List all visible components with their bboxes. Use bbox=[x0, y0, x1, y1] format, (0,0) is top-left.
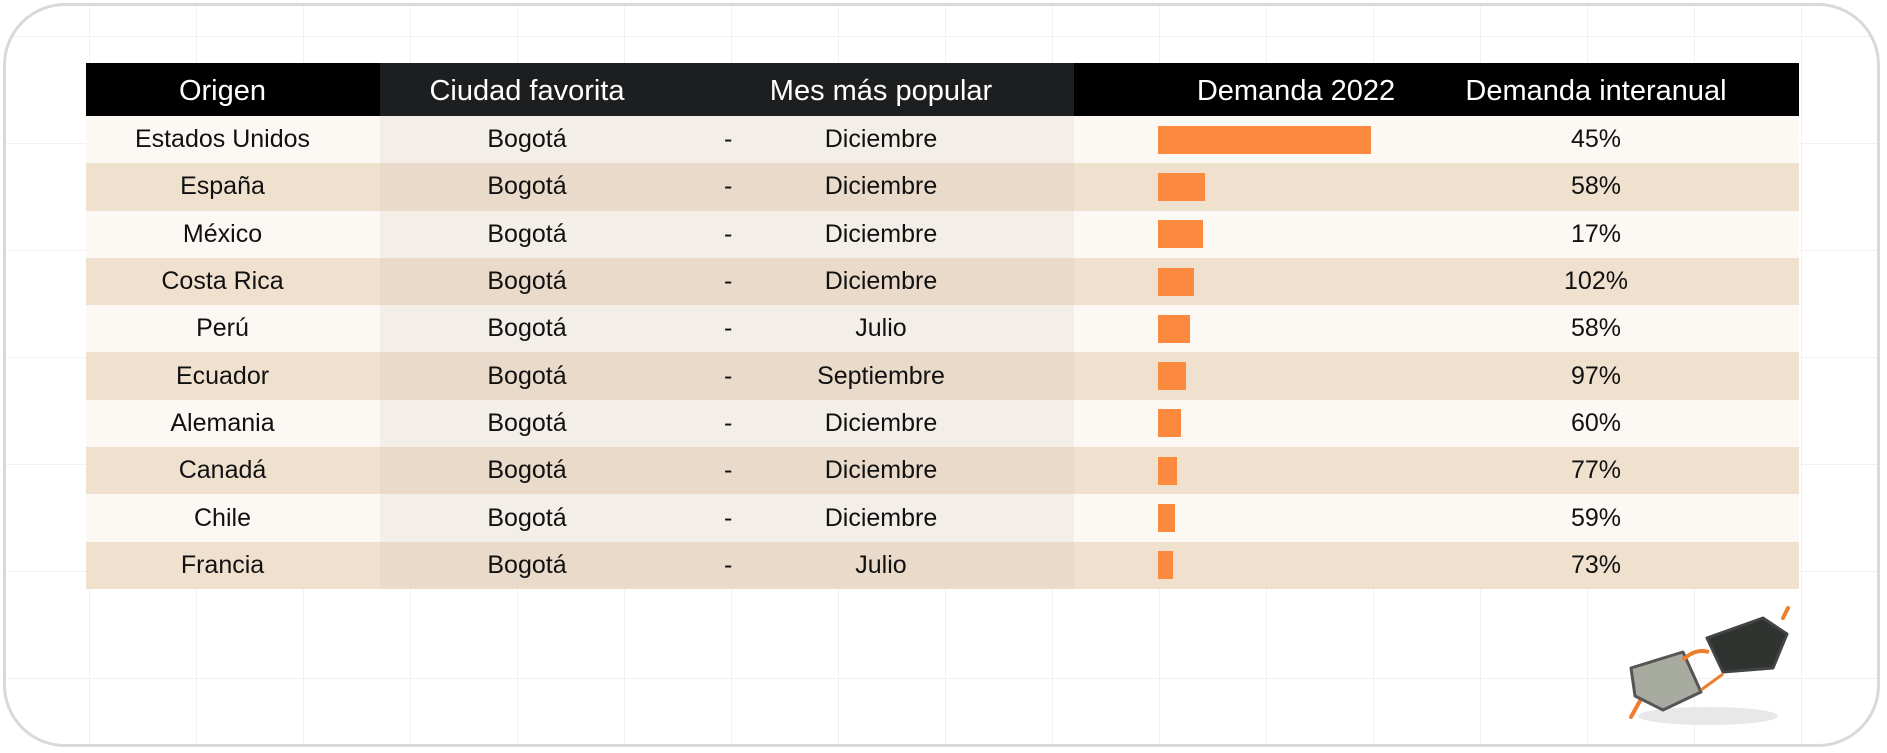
column-shade bbox=[380, 352, 1074, 400]
cell-origen: Estados Unidos bbox=[134, 125, 311, 154]
demand-bar bbox=[1158, 551, 1173, 580]
column-shade bbox=[380, 116, 1074, 164]
column-shade bbox=[380, 163, 1074, 211]
header-origen: Origen bbox=[178, 75, 267, 107]
cell-origen: Canadá bbox=[178, 456, 267, 485]
header-demanda-2022: Demanda 2022 bbox=[1196, 75, 1396, 107]
table-row: México Bogotá - Diciembre 17% bbox=[86, 210, 1799, 258]
cell-demanda-interanual: 60% bbox=[1570, 408, 1622, 437]
cell-separador: - bbox=[724, 361, 733, 390]
table-card: Origen Ciudad favorita Mes más popular D… bbox=[3, 3, 1880, 747]
cell-demanda-interanual: 45% bbox=[1570, 125, 1622, 154]
cell-demanda-interanual: 102% bbox=[1564, 267, 1628, 296]
header-shade bbox=[380, 63, 1074, 116]
table-row: España Bogotá - Diciembre 58% bbox=[86, 163, 1799, 211]
header-demanda-interanual: Demanda interanual bbox=[1465, 75, 1727, 107]
table-row: Chile Bogotá - Diciembre 59% bbox=[86, 494, 1799, 542]
table-row: Ecuador Bogotá - Septiembre 97% bbox=[86, 352, 1799, 400]
cell-demanda-interanual: 58% bbox=[1570, 172, 1622, 201]
demand-bar bbox=[1158, 362, 1186, 391]
cell-origen: Chile bbox=[194, 503, 251, 532]
cell-demanda-interanual: 73% bbox=[1570, 550, 1622, 579]
demand-bar bbox=[1158, 314, 1190, 343]
cell-mes: Diciembre bbox=[824, 219, 938, 248]
column-shade bbox=[380, 305, 1074, 353]
cell-ciudad: Bogotá bbox=[487, 408, 567, 437]
cell-origen: Ecuador bbox=[175, 361, 270, 390]
cell-separador: - bbox=[724, 314, 733, 343]
column-shade bbox=[380, 257, 1074, 306]
cell-mes: Julio bbox=[855, 314, 907, 343]
cell-ciudad: Bogotá bbox=[487, 267, 567, 296]
table-row: Costa Rica Bogotá - Diciembre 102% bbox=[86, 257, 1799, 306]
cell-origen: Francia bbox=[180, 550, 265, 579]
table-body: Estados Unidos Bogotá - Diciembre 45% España B… bbox=[86, 116, 1799, 589]
demand-bar bbox=[1158, 409, 1181, 438]
column-shade bbox=[380, 494, 1074, 542]
cell-origen: España bbox=[180, 172, 265, 201]
table-row: Perú Bogotá - Julio 58% bbox=[86, 305, 1799, 353]
column-shade bbox=[380, 541, 1074, 589]
cell-mes: Diciembre bbox=[824, 408, 938, 437]
cell-mes: Diciembre bbox=[824, 503, 938, 532]
header-mes-mas-popular: Mes más popular bbox=[769, 75, 993, 107]
cell-ciudad: Bogotá bbox=[487, 172, 567, 201]
cell-separador: - bbox=[724, 456, 733, 485]
demand-bar bbox=[1158, 125, 1371, 154]
demand-table: Origen Ciudad favorita Mes más popular D… bbox=[86, 63, 1799, 589]
header-ciudad-favorita: Ciudad favorita bbox=[429, 75, 625, 107]
demand-bar bbox=[1158, 504, 1175, 533]
table-row: Francia Bogotá - Julio 73% bbox=[86, 541, 1799, 589]
cell-ciudad: Bogotá bbox=[487, 314, 567, 343]
cell-demanda-interanual: 97% bbox=[1570, 361, 1622, 390]
cell-ciudad: Bogotá bbox=[487, 125, 567, 154]
cell-ciudad: Bogotá bbox=[487, 550, 567, 579]
cell-demanda-interanual: 59% bbox=[1570, 503, 1622, 532]
cell-ciudad: Bogotá bbox=[487, 503, 567, 532]
cell-separador: - bbox=[724, 219, 733, 248]
column-shade bbox=[380, 447, 1074, 495]
table-row: Estados Unidos Bogotá - Diciembre 45% bbox=[86, 116, 1799, 164]
column-shade bbox=[380, 210, 1074, 258]
cell-mes: Diciembre bbox=[824, 456, 938, 485]
cell-origen: Alemania bbox=[170, 408, 275, 437]
sunglasses-icon bbox=[1629, 606, 1790, 725]
cell-origen: Perú bbox=[196, 314, 249, 343]
cell-demanda-interanual: 17% bbox=[1570, 219, 1622, 248]
cell-origen: México bbox=[182, 219, 263, 248]
demand-bar bbox=[1158, 172, 1205, 201]
cell-separador: - bbox=[724, 172, 733, 201]
cell-ciudad: Bogotá bbox=[487, 361, 567, 390]
cell-ciudad: Bogotá bbox=[487, 219, 567, 248]
cell-demanda-interanual: 58% bbox=[1570, 314, 1622, 343]
cell-separador: - bbox=[724, 550, 733, 579]
cell-separador: - bbox=[724, 408, 733, 437]
table-row: Alemania Bogotá - Diciembre 60% bbox=[86, 399, 1799, 448]
cell-mes: Diciembre bbox=[824, 125, 938, 154]
cell-separador: - bbox=[724, 267, 733, 296]
cell-separador: - bbox=[724, 125, 733, 154]
demand-bar bbox=[1158, 267, 1194, 296]
demand-bar bbox=[1158, 456, 1177, 485]
demand-bar bbox=[1158, 220, 1203, 249]
cell-mes: Diciembre bbox=[824, 267, 938, 296]
cell-mes: Diciembre bbox=[824, 172, 938, 201]
cell-origen: Costa Rica bbox=[161, 267, 284, 296]
cell-separador: - bbox=[724, 503, 733, 532]
cell-ciudad: Bogotá bbox=[487, 456, 567, 485]
cell-mes: Julio bbox=[855, 550, 907, 579]
table-row: Canadá Bogotá - Diciembre 77% bbox=[86, 447, 1799, 495]
column-shade bbox=[380, 399, 1074, 448]
table-header: Origen Ciudad favorita Mes más popular D… bbox=[86, 63, 1799, 116]
cell-mes: Septiembre bbox=[817, 361, 945, 390]
cell-demanda-interanual: 77% bbox=[1570, 456, 1622, 485]
